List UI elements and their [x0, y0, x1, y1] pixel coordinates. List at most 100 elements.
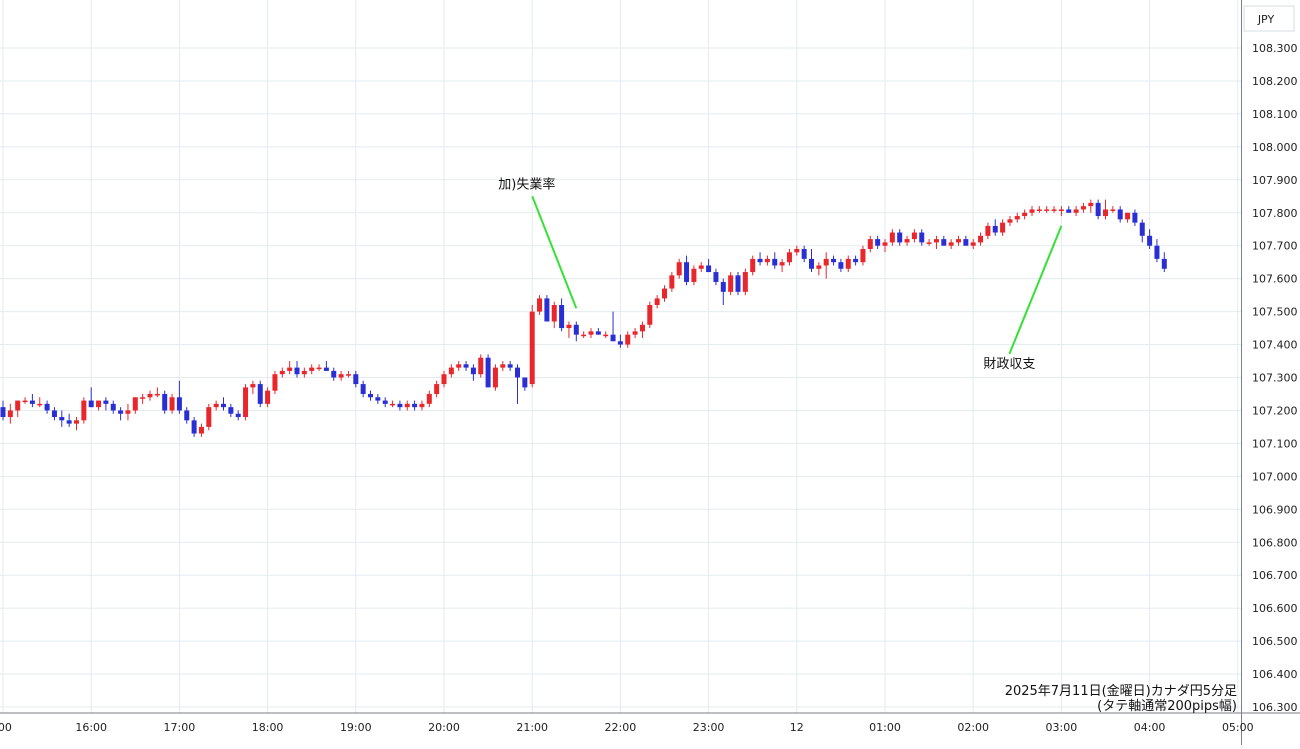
candle-body	[801, 248, 807, 259]
y-tick-label: 107.600	[1252, 273, 1298, 286]
candle-body	[919, 232, 925, 243]
annotation-label: 加)失業率	[498, 176, 555, 192]
candle	[191, 417, 197, 437]
candle	[37, 397, 43, 408]
candle-body	[74, 420, 79, 424]
candle	[404, 400, 410, 411]
candle-body	[742, 272, 748, 292]
candle	[522, 377, 528, 391]
candle	[559, 298, 565, 332]
candle	[1080, 202, 1086, 213]
candle	[360, 380, 366, 398]
candle	[1044, 206, 1050, 213]
candle-body	[426, 393, 432, 404]
candle	[132, 397, 138, 414]
candle-body	[250, 384, 256, 388]
y-tick-label: 107.200	[1252, 404, 1298, 417]
candle	[926, 239, 932, 246]
y-tick-label: 106.700	[1252, 569, 1298, 582]
candle	[206, 403, 212, 431]
candle	[639, 321, 645, 338]
y-tick-label: 107.500	[1252, 306, 1298, 319]
candle	[853, 255, 859, 266]
candle-body	[235, 413, 241, 418]
candle-body	[1022, 212, 1028, 217]
candle-body	[470, 367, 476, 375]
x-tick-label: 05:00	[1222, 721, 1254, 734]
candle-body	[265, 390, 271, 404]
candle	[51, 407, 57, 421]
candle-body	[911, 232, 917, 240]
candle-body	[294, 367, 300, 375]
candle	[162, 390, 168, 414]
candle-body	[191, 420, 197, 434]
candle-body	[1161, 258, 1167, 269]
candle	[1022, 209, 1028, 220]
candle-body	[581, 334, 587, 337]
x-tick-label: 22:00	[605, 721, 637, 734]
candle-body	[338, 374, 344, 378]
candle	[1029, 206, 1035, 217]
candle	[882, 239, 888, 253]
candle	[1014, 212, 1020, 223]
candle	[1125, 212, 1131, 223]
candle	[595, 328, 601, 335]
candle	[118, 407, 124, 421]
candle-body	[162, 393, 168, 411]
candle	[309, 364, 315, 375]
candle-body	[323, 367, 329, 371]
candle-body	[926, 242, 932, 244]
y-tick-label: 108.300	[1252, 42, 1298, 55]
candle-body	[412, 403, 418, 408]
candle	[875, 235, 881, 249]
candle-body	[228, 407, 234, 414]
candle-body	[625, 334, 631, 345]
candle	[956, 235, 961, 246]
candle-body	[617, 341, 623, 345]
candle-body	[1007, 219, 1013, 223]
candle-body	[684, 262, 690, 282]
candle-body	[1095, 202, 1101, 217]
candle	[507, 361, 513, 371]
candle	[1058, 206, 1064, 217]
candle-body	[544, 298, 550, 322]
candle-body	[154, 393, 160, 396]
candle	[764, 255, 770, 266]
candle	[779, 258, 785, 273]
candle	[478, 354, 484, 378]
candle	[941, 235, 947, 246]
candle	[184, 407, 190, 424]
candle	[265, 387, 271, 408]
y-tick-label: 108.200	[1252, 75, 1298, 88]
candle-body	[272, 374, 278, 391]
candle	[1103, 199, 1108, 220]
candle-body	[22, 400, 28, 403]
candle	[610, 311, 616, 342]
candle-body	[1080, 206, 1086, 210]
candle	[691, 265, 697, 286]
x-tick-label: 01:00	[869, 721, 901, 734]
candle-body	[956, 239, 961, 243]
candle	[992, 219, 998, 236]
candle-body	[279, 370, 285, 375]
candle	[492, 364, 498, 391]
candle	[66, 413, 72, 427]
candle-body	[772, 258, 778, 266]
candle-body	[529, 311, 535, 385]
candle	[742, 268, 748, 296]
candle	[735, 272, 741, 296]
candle	[566, 321, 572, 338]
y-tick-label: 107.400	[1252, 339, 1298, 352]
candle-body	[103, 400, 109, 404]
y-tick-label: 107.700	[1252, 240, 1298, 253]
y-tick-label: 106.600	[1252, 602, 1298, 615]
chart-caption-subtitle: (タテ軸通常200pips幅)	[1097, 699, 1237, 714]
candle-body	[933, 239, 939, 243]
candle	[970, 239, 976, 249]
candle	[287, 361, 293, 375]
candle-body	[706, 265, 712, 273]
candle-body	[786, 252, 792, 263]
candle	[1000, 219, 1006, 236]
